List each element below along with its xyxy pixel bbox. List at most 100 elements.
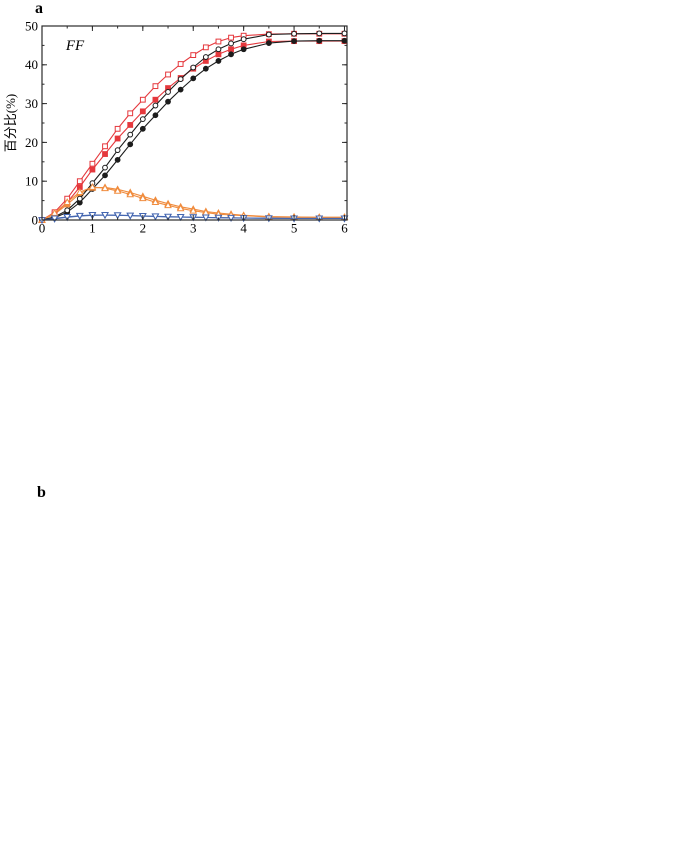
marker-triangle-down [201,214,210,222]
marker-circle [190,75,197,82]
marker-circle [240,36,247,43]
marker-circle [228,51,234,58]
marker-triangle-down [63,213,72,221]
x-tick-label: 2 [140,220,147,235]
y-tick-label: 0 [32,212,39,227]
panel-a-label: a [35,0,43,17]
marker-circle [76,195,83,202]
marker-square [89,160,96,167]
marker-triangle-up [50,208,59,216]
marker-square [127,122,134,128]
y-tick-label: 30 [25,96,38,111]
marker-triangle-down [75,212,84,220]
marker-square [215,38,222,45]
marker-circle [190,64,197,71]
ticks-group [41,25,347,221]
marker-circle [202,65,209,72]
plot-FF: 0 1 2 3 4 5 6 0 10 20 30 40 50 百分比(%) FF [3,18,349,235]
marker-square [102,151,108,157]
marker-circle [127,141,134,148]
marker-circle [215,58,222,64]
marker-circle [291,38,297,45]
marker-triangle-up [88,182,97,190]
marker-circle [152,102,159,109]
marker-square [127,110,134,117]
panel-a-line-charts: 0 1 2 3 4 5 6 0 10 20 30 40 50 百分比(%) FF [3,18,349,235]
marker-square [215,51,222,58]
series [39,30,348,223]
y-tick-label: 10 [25,174,38,189]
y-tick-label: 50 [25,18,38,33]
marker-circle [177,76,184,83]
marker-square [139,108,146,115]
marker-triangle-down [101,212,109,219]
panel-b-bar-chart [0,480,700,865]
marker-square [102,143,108,150]
marker-circle [316,30,323,37]
marker-triangle-down [227,214,235,222]
marker-circle [102,172,108,179]
marker-circle [265,40,272,46]
marker-square [114,125,121,132]
series-line [41,33,345,221]
marker-circle [291,30,297,37]
marker-triangle-up [138,194,147,202]
x-tick-label: 3 [190,220,197,235]
marker-square [152,96,159,103]
marker-triangle-up [113,186,122,194]
marker-triangle-down [50,215,59,223]
marker-square [165,71,171,78]
marker-triangle-up [164,201,172,209]
marker-circle [202,54,209,60]
marker-square [152,83,159,90]
marker-circle [265,31,272,38]
marker-circle [139,116,146,123]
marker-square [228,34,234,41]
marker-triangle-down [113,212,122,220]
y-axis-label: 百分比(%) [3,94,18,153]
marker-circle [316,37,323,44]
marker-square [202,44,209,51]
series-group [38,30,349,225]
marker-circle [114,147,121,154]
marker-triangle-up [176,204,185,212]
x-tick-label: 1 [89,220,96,235]
x-tick-label: 5 [291,220,298,235]
y-tick-label: 40 [25,57,38,72]
marker-square [177,61,184,67]
marker-circle [228,40,234,47]
marker-triangle-down [126,212,135,220]
marker-circle [341,30,348,37]
series-line [41,32,345,221]
marker-triangle-down [164,213,172,221]
marker-triangle-up [63,198,72,206]
marker-square [190,52,197,59]
marker-square [114,135,121,142]
x-tick-label: 4 [240,220,247,235]
marker-circle [165,98,171,105]
marker-circle [215,46,222,53]
y-tick-label: 20 [25,135,38,150]
marker-triangle-up [151,198,160,206]
marker-square [76,178,83,185]
marker-triangle-up [189,206,198,214]
x-tick-label: 0 [39,220,46,235]
panel-b-label: b [37,484,46,501]
marker-triangle-up [126,190,135,198]
marker-triangle-up [75,188,84,195]
marker-circle [64,207,71,214]
x-tick-label: 6 [341,220,348,235]
series [39,30,348,223]
marker-square [139,96,146,103]
marker-circle [177,86,184,93]
marker-triangle-down [151,213,160,221]
marker-circle [165,89,171,95]
marker-circle [240,46,247,53]
marker-circle [152,112,159,119]
marker-circle [341,37,348,44]
marker-triangle-down [176,213,185,221]
plot-title: FF [65,38,85,54]
marker-circle [127,131,134,138]
marker-square [89,166,96,173]
